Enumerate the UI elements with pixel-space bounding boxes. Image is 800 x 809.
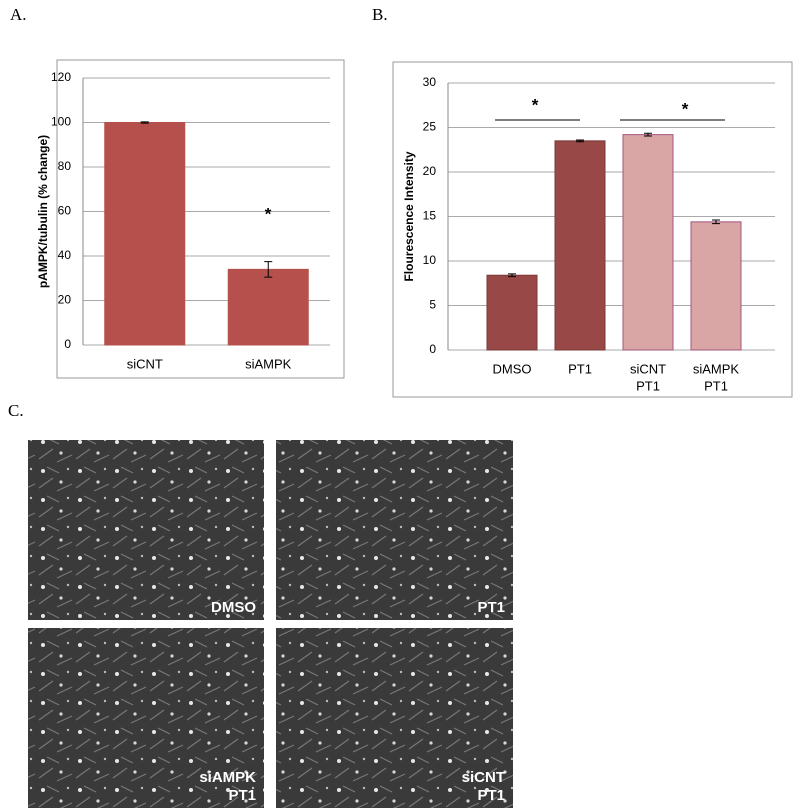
x-tick-label: PT1: [636, 378, 660, 393]
bar: [622, 134, 674, 351]
chart-frame: [392, 61, 793, 398]
image-caption: siAMPK: [199, 769, 256, 786]
y-tick-label: 80: [58, 159, 72, 173]
image-caption: PT1: [477, 787, 505, 804]
y-tick-label: 0: [64, 337, 71, 351]
micrograph: [28, 440, 264, 620]
micrograph: [276, 628, 513, 808]
bar: [554, 140, 606, 351]
bar: [690, 221, 742, 351]
significance-star: *: [682, 99, 689, 118]
error-bar: [508, 273, 516, 278]
y-tick-label: 5: [429, 298, 436, 312]
panel-label: C.: [8, 401, 24, 420]
y-tick-label: 10: [423, 253, 437, 267]
bar: [227, 268, 309, 346]
y-axis-title: pAMPK/tubulin (% change): [36, 135, 50, 288]
significance-star: *: [265, 204, 272, 223]
y-tick-label: 60: [58, 204, 72, 218]
panel-label: A.: [10, 5, 27, 24]
error-bar: [644, 132, 652, 137]
y-tick-label: 20: [423, 164, 437, 178]
y-tick-label: 15: [423, 209, 437, 223]
x-tick-label: PT1: [568, 361, 592, 376]
image-caption: PT1: [228, 787, 256, 804]
error-bar: [264, 261, 273, 278]
x-tick-label: PT1: [704, 378, 728, 393]
significance-star: *: [532, 95, 539, 114]
error-bar: [712, 219, 720, 225]
panel-label: B.: [372, 5, 388, 24]
y-axis-title: Flourescence Intensity: [402, 151, 416, 281]
y-tick-label: 100: [51, 115, 71, 129]
x-tick-label: DMSO: [493, 361, 532, 376]
image-caption: PT1: [477, 599, 505, 616]
y-tick-label: 40: [58, 248, 72, 262]
x-tick-label: siAMPK: [693, 361, 740, 376]
y-tick-label: 120: [51, 70, 71, 84]
y-tick-label: 30: [423, 75, 437, 89]
image-caption: siCNT: [462, 769, 505, 786]
x-tick-label: siCNT: [630, 361, 666, 376]
image-caption: DMSO: [211, 599, 256, 616]
bar: [104, 122, 186, 346]
micrograph: [28, 628, 264, 808]
bar: [486, 274, 538, 351]
y-tick-label: 0: [429, 342, 436, 356]
error-bar: [576, 139, 584, 143]
x-tick-label: siAMPK: [245, 356, 292, 371]
chart-frame: [56, 59, 345, 379]
x-tick-label: siCNT: [127, 356, 163, 371]
error-bar: [140, 121, 149, 124]
y-tick-label: 20: [58, 293, 72, 307]
micrograph: [276, 440, 513, 620]
y-tick-label: 25: [423, 120, 437, 134]
